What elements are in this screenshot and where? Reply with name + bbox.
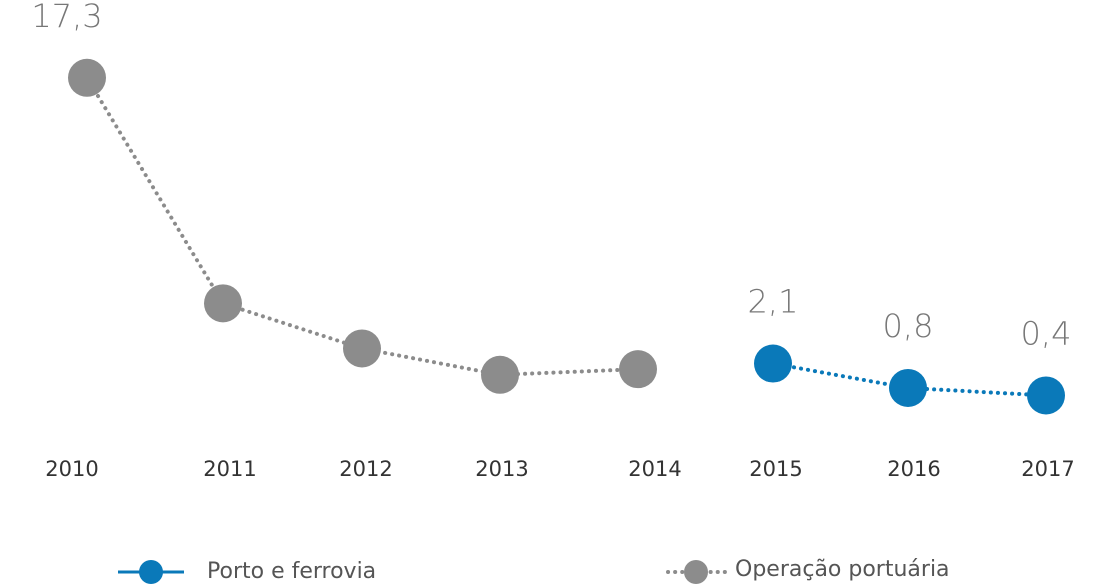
value-label: 0,8 [883,307,934,345]
legend-marker [139,560,163,584]
value-label: 0,4 [1021,314,1072,352]
x-tick-label: 2014 [628,457,681,481]
x-tick-label: 2016 [887,457,940,481]
x-tick-label: 2015 [749,457,802,481]
point [343,329,381,368]
point [68,58,106,97]
point [754,344,792,383]
x-tick-label: 2012 [339,457,392,481]
legend-label: Porto e ferrovia [207,559,376,584]
x-tick-label: 2013 [475,457,528,481]
legend-label: Operação portuária [735,557,950,582]
point [889,368,927,407]
point [1027,376,1065,415]
point [619,350,657,389]
point [204,284,242,323]
x-tick-label: 2010 [45,457,98,481]
point [481,355,519,394]
x-tick-label: 2011 [203,457,256,481]
value-label: 2,1 [748,283,799,321]
x-tick-label: 2017 [1021,457,1074,481]
legend-marker [684,560,708,584]
series-line [85,75,640,377]
value-label: 17,3 [31,0,102,35]
